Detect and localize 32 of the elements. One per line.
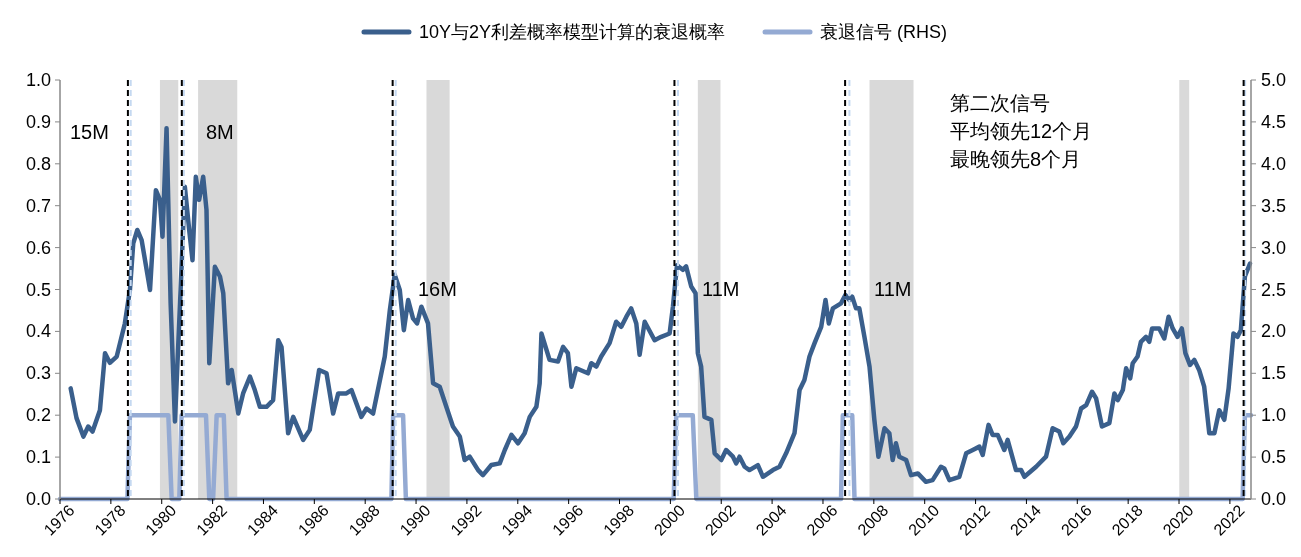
y2-tick-label: 4.0 bbox=[1261, 153, 1287, 174]
annotation: 16M bbox=[418, 278, 457, 301]
y-tick-label: 0.5 bbox=[25, 279, 51, 300]
y2-tick-label: 3.5 bbox=[1261, 195, 1287, 216]
y-tick-label: 0.2 bbox=[25, 405, 51, 426]
y-tick-label: 0.7 bbox=[25, 195, 51, 216]
annotation: 11M bbox=[874, 278, 912, 301]
annotation: 11M bbox=[702, 278, 740, 301]
y2-tick-label: 0.5 bbox=[1261, 447, 1287, 468]
y-tick-label: 1.0 bbox=[25, 70, 51, 90]
annotation: 最晚领先8个月 bbox=[950, 148, 1082, 171]
legend-label: 衰退信号 (RHS) bbox=[820, 22, 948, 42]
annotation: 第二次信号 bbox=[950, 92, 1050, 115]
y-tick-label: 0.0 bbox=[25, 489, 51, 509]
y2-tick-label: 0.0 bbox=[1261, 489, 1287, 509]
y2-tick-label: 5.0 bbox=[1261, 70, 1287, 90]
y-tick-label: 0.9 bbox=[25, 111, 51, 132]
y2-tick-label: 2.5 bbox=[1261, 279, 1287, 300]
annotation: 15M bbox=[70, 121, 109, 144]
legend-label: 10Y与2Y利差概率模型计算的衰退概率 bbox=[418, 22, 726, 42]
y2-tick-label: 1.0 bbox=[1261, 405, 1287, 426]
y-tick-label: 0.4 bbox=[25, 321, 51, 342]
y-tick-label: 0.8 bbox=[25, 153, 51, 174]
annotation: 8M bbox=[206, 121, 234, 144]
y2-tick-label: 3.0 bbox=[1261, 237, 1287, 258]
annotation: 平均领先12个月 bbox=[950, 120, 1093, 143]
y2-tick-label: 2.0 bbox=[1261, 321, 1287, 342]
y2-tick-label: 4.5 bbox=[1261, 111, 1287, 132]
y2-tick-label: 1.5 bbox=[1261, 363, 1287, 384]
y-tick-label: 0.1 bbox=[25, 447, 51, 468]
y-tick-label: 0.3 bbox=[25, 363, 51, 384]
y-tick-label: 0.6 bbox=[25, 237, 51, 258]
